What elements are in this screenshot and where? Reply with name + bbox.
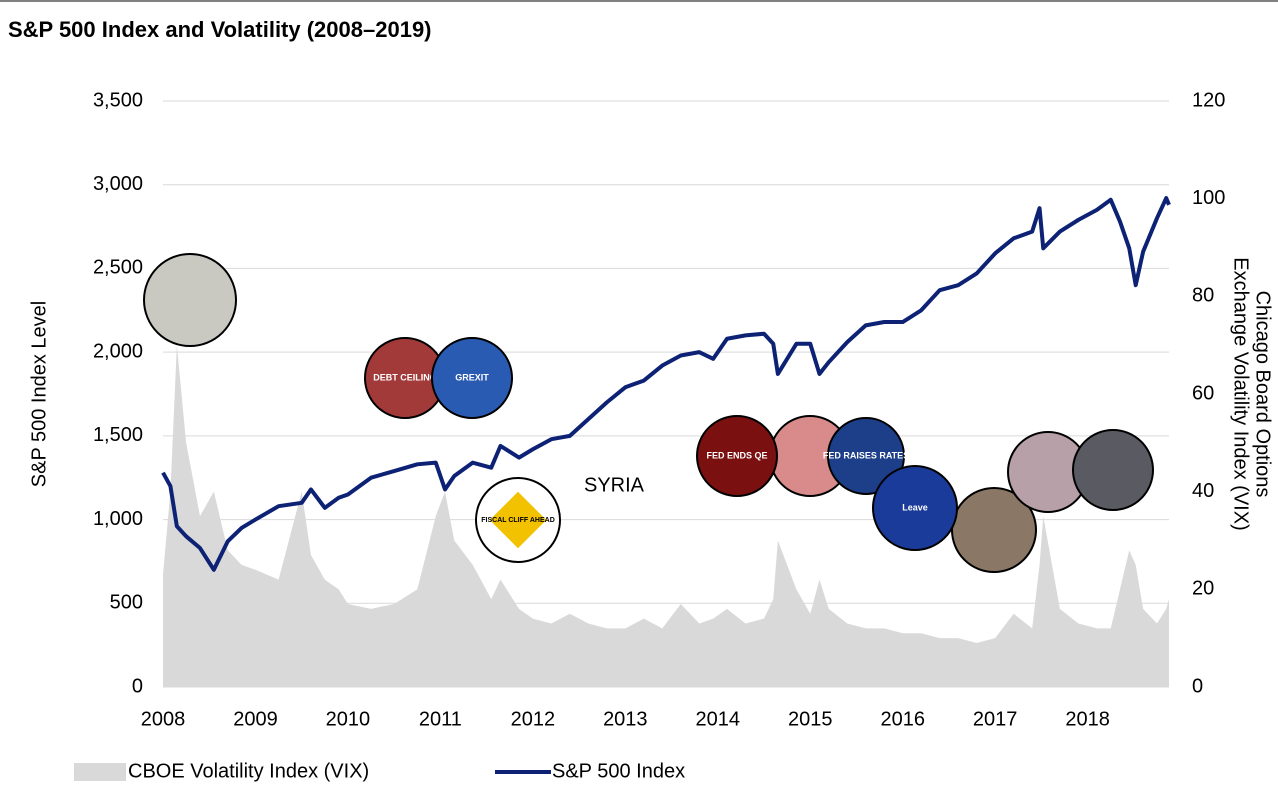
legend-label: CBOE Volatility Index (VIX) (128, 760, 369, 782)
crisis-badge (143, 253, 237, 347)
x-tick-label: 2011 (419, 708, 462, 730)
x-tick-label: 2013 (603, 708, 648, 730)
annotation: DEBT CEILING (373, 372, 437, 382)
y-tick-label: 3,500 (93, 89, 143, 111)
plot-area (161, 100, 1171, 688)
x-tick-label: 2012 (511, 708, 556, 730)
x-tick-label: 2017 (973, 708, 1018, 730)
y-tick-label: 0 (132, 675, 143, 697)
x-tick-label: 2010 (326, 708, 371, 730)
badges (143, 253, 1154, 573)
x-tick-label: 2014 (696, 708, 741, 730)
x-tick-label: 2016 (880, 708, 925, 730)
annotation: SYRIA (584, 474, 645, 496)
y-tick-label: 2,000 (93, 340, 143, 362)
legend-swatch (74, 763, 126, 781)
y-tick-label: 1,500 (93, 424, 143, 446)
x-tick-label: 2008 (141, 708, 186, 730)
annotation: FED RAISES RATES (823, 450, 909, 460)
y2-tick-label: 80 (1192, 285, 1214, 307)
annotation-badge (827, 417, 905, 495)
annotation: FISCAL CLIFF AHEAD (481, 517, 555, 524)
y-tick-label: 1,000 (93, 508, 143, 530)
y2-tick-label: 0 (1192, 675, 1203, 697)
annotation: GREXIT (455, 372, 489, 382)
annotation-badge (431, 337, 513, 419)
y2-axis-title: Exchange Volatility Index (VIX) (1230, 257, 1252, 530)
y2-axis-title: Chicago Board Options (1252, 291, 1274, 498)
vix-area (163, 345, 1169, 687)
powell-badge (1072, 429, 1154, 511)
y2-tick-label: 60 (1192, 382, 1214, 404)
y2-tick-label: 40 (1192, 480, 1214, 502)
annotation-badge (872, 465, 958, 551)
legend-label: S&P 500 Index (552, 760, 685, 782)
y-tick-label: 2,500 (93, 257, 143, 279)
x-tick-label: 2015 (788, 708, 833, 730)
y-tick-label: 500 (110, 592, 143, 614)
y2-tick-label: 20 (1192, 578, 1214, 600)
x-tick-label: 2009 (233, 708, 278, 730)
y2-tick-label: 120 (1192, 89, 1225, 111)
y-axis-title: S&P 500 Index Level (28, 301, 50, 487)
chart-title: S&P 500 Index and Volatility (2008–2019) (8, 17, 432, 42)
annotation: Leave (902, 502, 928, 512)
annotation-badge (696, 415, 778, 497)
annotation: FED ENDS QE (706, 450, 767, 460)
x-tick-label: 2018 (1065, 708, 1110, 730)
y2-tick-label: 100 (1192, 187, 1225, 209)
y-tick-label: 3,000 (93, 173, 143, 195)
sp500-line (161, 196, 1171, 572)
trump-badge (951, 487, 1037, 573)
